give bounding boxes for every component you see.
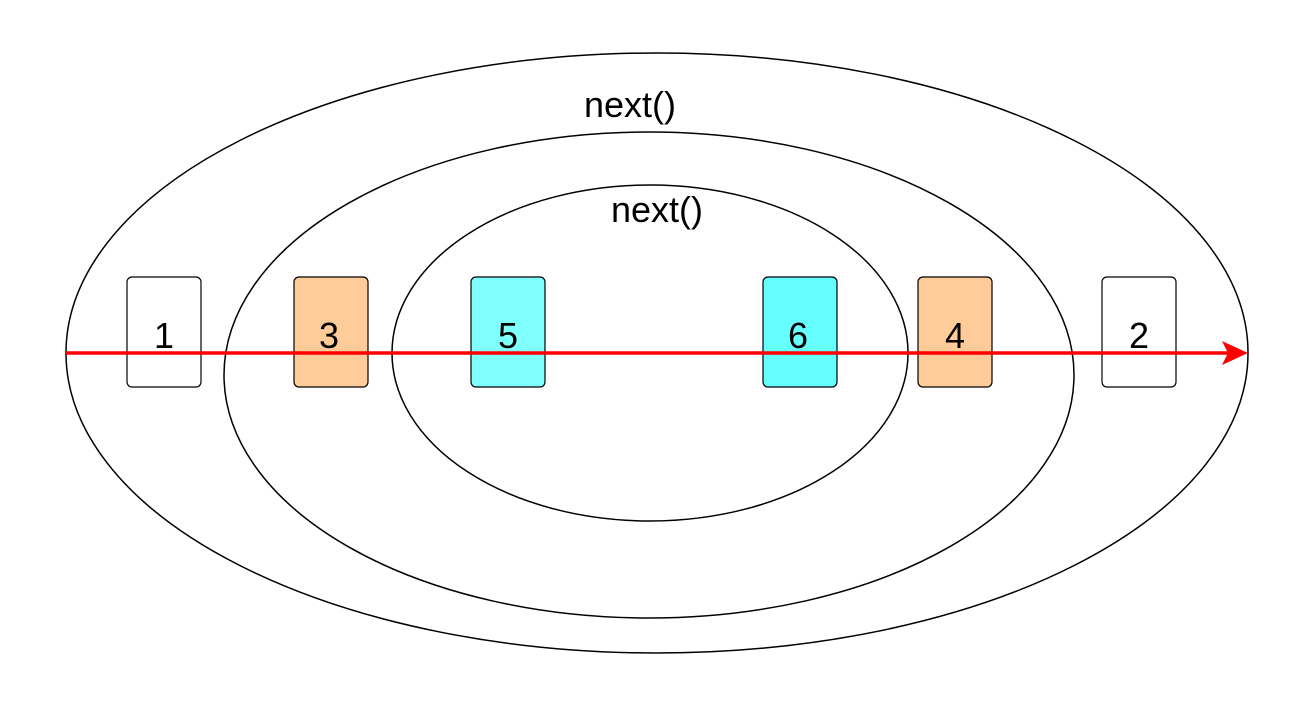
box-5-label: 5 (498, 315, 518, 356)
box-3: 3 (293, 276, 369, 388)
box-6-rect (762, 276, 838, 388)
box-6-label: 6 (788, 315, 808, 356)
middle-ellipse (223, 131, 1075, 619)
box-2: 2 (1101, 276, 1177, 388)
box-1-label: 1 (154, 315, 174, 356)
box-5: 5 (470, 276, 546, 388)
box-5-rect (470, 276, 546, 388)
box-2-label: 2 (1129, 315, 1149, 356)
outer-ellipse-label: next() (584, 84, 676, 125)
box-4-rect (917, 276, 993, 388)
middle-ellipse-label: next() (611, 189, 703, 230)
box-3-label: 3 (319, 315, 339, 356)
box-2-rect (1101, 276, 1177, 388)
box-3-rect (293, 276, 369, 388)
box-4: 4 (917, 276, 993, 388)
box-6: 6 (762, 276, 838, 388)
box-1-rect (126, 276, 202, 388)
box-1: 1 (126, 276, 202, 388)
traversal-arrow-head-icon (1222, 341, 1248, 365)
box-4-label: 4 (945, 315, 965, 356)
